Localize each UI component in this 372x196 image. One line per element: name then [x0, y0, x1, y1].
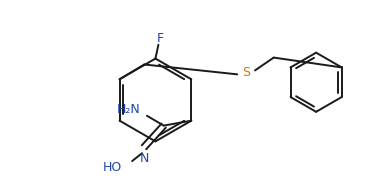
Text: HO: HO [103, 161, 122, 173]
Text: F: F [157, 32, 164, 45]
Text: H₂N: H₂N [116, 103, 140, 116]
Text: S: S [242, 66, 250, 79]
Text: N: N [139, 152, 149, 165]
